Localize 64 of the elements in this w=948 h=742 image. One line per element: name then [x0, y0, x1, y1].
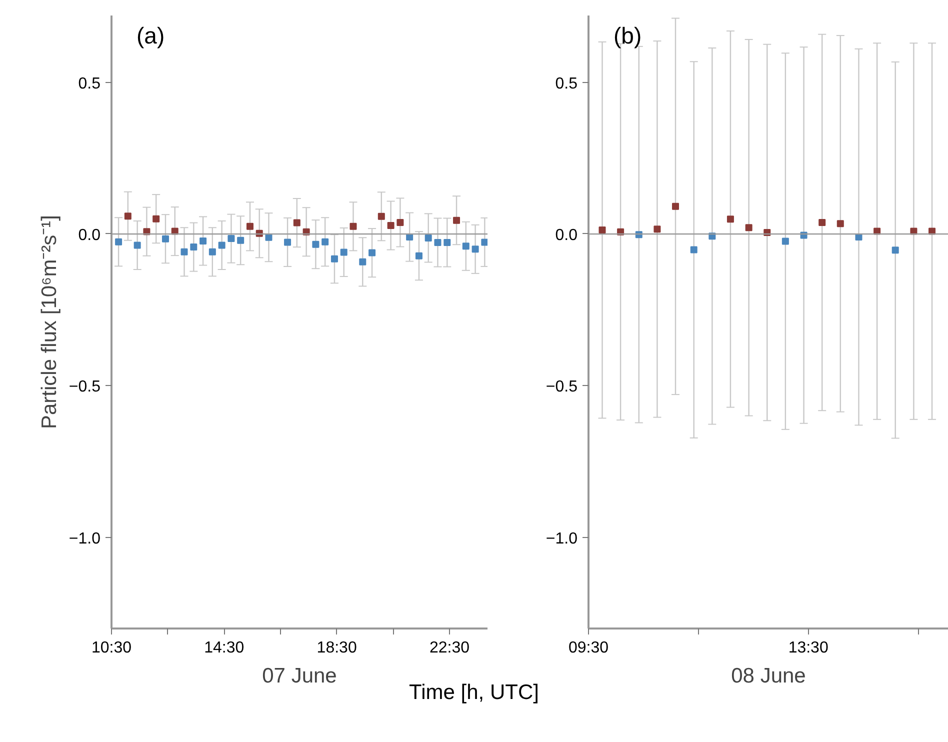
point	[690, 246, 698, 254]
point	[782, 238, 789, 245]
x-axis-title: 08 June	[731, 664, 806, 688]
point	[745, 224, 752, 232]
point	[359, 258, 366, 266]
x-tick-label: 18:30	[316, 640, 357, 656]
x-tick-label: 09:30	[568, 640, 609, 656]
point	[115, 238, 122, 246]
point	[387, 222, 394, 229]
point	[415, 252, 422, 260]
point	[340, 248, 348, 256]
point	[444, 238, 451, 246]
point	[818, 218, 826, 226]
point	[293, 219, 300, 226]
point	[396, 218, 404, 226]
point	[453, 216, 460, 224]
y-tick-label: 0.5	[78, 75, 101, 92]
point	[190, 244, 198, 251]
point	[424, 234, 432, 242]
x-tick-label: 13:30	[788, 640, 828, 656]
point	[368, 249, 376, 256]
y-tick-label: −1.0	[68, 530, 101, 548]
point	[481, 238, 488, 246]
point	[726, 216, 734, 223]
chart-title: (b)	[614, 22, 642, 48]
point	[472, 246, 479, 253]
point	[265, 234, 272, 241]
point	[152, 215, 160, 222]
point	[237, 236, 244, 244]
x-tick-label: 10:30	[91, 640, 132, 656]
y-tick-label: −0.5	[546, 378, 578, 396]
point	[378, 212, 385, 220]
point	[672, 202, 680, 210]
point	[654, 226, 661, 233]
point	[312, 240, 320, 248]
x-tick-label: 22:30	[429, 640, 470, 656]
point	[208, 248, 216, 256]
point	[598, 226, 606, 234]
chart-title: (a)	[136, 22, 165, 48]
y-tick-label: 0.0	[78, 226, 101, 244]
y-tick-label: −1.0	[546, 530, 578, 548]
point	[284, 238, 292, 246]
point	[434, 238, 442, 246]
text: Time [h, UTC]	[409, 680, 539, 706]
point	[330, 255, 338, 262]
point	[246, 222, 254, 230]
point	[892, 246, 899, 254]
point	[124, 212, 132, 220]
point	[218, 242, 226, 249]
x-axis-title: 07 June	[262, 664, 337, 688]
point	[134, 242, 141, 249]
point	[180, 248, 188, 256]
y-axis-title: Particle flux [10⁶m⁻²s⁻¹]	[38, 214, 61, 430]
point	[228, 235, 235, 242]
y-tick-label: −0.5	[68, 378, 101, 396]
y-tick-label: 0.5	[555, 75, 578, 92]
point	[462, 242, 470, 250]
point	[162, 235, 169, 242]
y-tick-label: 0.0	[555, 226, 578, 244]
point	[350, 222, 357, 230]
point	[200, 237, 207, 244]
x-tick-label: 14:30	[204, 640, 244, 656]
point	[836, 220, 844, 228]
point	[322, 238, 329, 246]
